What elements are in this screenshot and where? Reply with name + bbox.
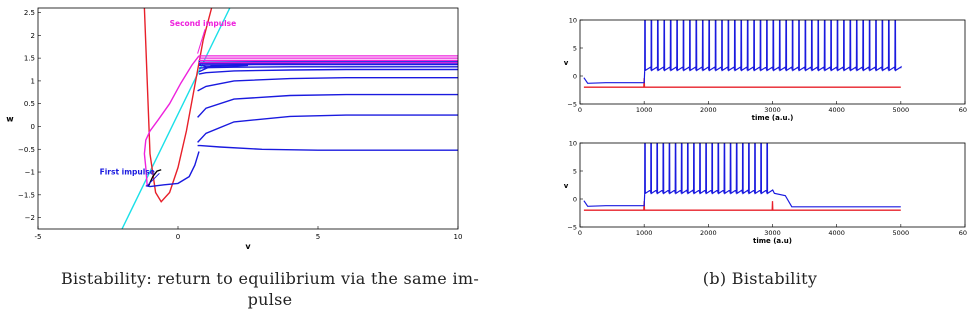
y-tick-label: 0.5 [24, 100, 35, 108]
y-tick-label: −0.5 [18, 146, 35, 154]
y-tick-label: −1.5 [18, 191, 35, 199]
trajectory-line [198, 68, 458, 75]
x-tick-label: 5000 [893, 106, 910, 114]
x-tick-label: -5 [35, 233, 42, 241]
caption-a-line1: Bistability: return to equilibrium via t… [60, 269, 480, 288]
timeseries-curves [583, 143, 901, 211]
y-tick-label: 1 [31, 77, 35, 85]
x-tick-label: 2000 [700, 106, 717, 114]
x-axis-label: time (a.u) [753, 237, 792, 245]
black-segment [148, 169, 162, 186]
x-tick-label: 3000 [764, 106, 781, 114]
x-tick-label: 1000 [636, 106, 653, 114]
x-tick-label: 5000 [893, 229, 910, 237]
first-impulse-label: First impulse [100, 167, 155, 176]
y-tick-label: 2 [31, 32, 35, 40]
x-tick-label: 600 [959, 229, 967, 237]
caption-b: (b) Bistability [702, 269, 818, 288]
voltage-trace [583, 20, 902, 84]
phase-curves [121, 8, 458, 229]
y-axis-label: v [564, 59, 569, 67]
input-trace [583, 201, 901, 211]
y-tick-label: 10 [569, 140, 577, 148]
y-axis-label: v [564, 182, 569, 190]
y-axis-label: w [6, 115, 14, 124]
x-tick-label: 0 [578, 106, 582, 114]
x-tick-label: 600 [959, 106, 967, 114]
caption-a-line2: pulse [247, 290, 293, 309]
trajectory-line [145, 151, 200, 188]
x-tick-label: 0 [176, 233, 180, 241]
y-tick-label: 10 [569, 17, 577, 25]
v-nullcline [143, 8, 213, 203]
y-tick-label: 5 [573, 168, 577, 176]
y-tick-label: 0 [31, 123, 35, 131]
plot-frame [37, 7, 459, 230]
trajectory-line [197, 93, 458, 118]
voltage-trace [583, 143, 901, 208]
x-tick-label: 5 [316, 233, 320, 241]
trajectory-line [197, 114, 458, 143]
phase-plane-plot: -5 0 5 10 −2 −1.5 −1 −0.5 0 0.5 1 1.5 2 2.5 v w Second i… [6, 7, 463, 251]
y-tick-label: −1 [25, 169, 35, 177]
figure: -5 0 5 10 −2 −1.5 −1 −0.5 0 0.5 1 1.5 2 2.5 v w Second i… [6, 7, 967, 251]
y-tick-label: 0 [573, 196, 577, 204]
plot-frame [579, 142, 966, 228]
x-tick-label: 2000 [700, 229, 717, 237]
trajectory-line [198, 66, 458, 69]
trajectory-line [197, 144, 458, 151]
y-tick-label: −5 [567, 224, 577, 232]
x-axis-label: v [245, 242, 251, 251]
y-tick-label: 2.5 [24, 9, 35, 17]
trajectory-line [198, 60, 249, 68]
y-tick-label: −2 [25, 214, 35, 222]
x-tick-label: 4000 [828, 106, 845, 114]
y-tick-label: −5 [567, 101, 577, 109]
w-nullcline [121, 8, 231, 229]
caption-a: Bistability: return to equilibrium via t… [0, 268, 540, 310]
first-impulse-trajectory [143, 55, 200, 186]
x-axis-label: time (a.u.) [752, 114, 794, 122]
x-tick-label: 0 [578, 229, 582, 237]
timeseries-curves [583, 20, 902, 88]
trajectory-line [197, 76, 458, 92]
x-tick-label: 1000 [636, 229, 653, 237]
y-tick-label: 1.5 [24, 55, 35, 63]
annotation-arrow [146, 172, 160, 187]
annotation-arrow [197, 29, 206, 54]
x-tick-label: 10 [454, 233, 463, 241]
trajectory-line [198, 63, 458, 67]
x-tick-label: 4000 [828, 229, 845, 237]
x-tick-label: 3000 [764, 229, 781, 237]
second-impulse-label: Second impulse [170, 19, 237, 28]
y-tick-label: 0 [573, 73, 577, 81]
y-tick-label: 5 [573, 45, 577, 53]
